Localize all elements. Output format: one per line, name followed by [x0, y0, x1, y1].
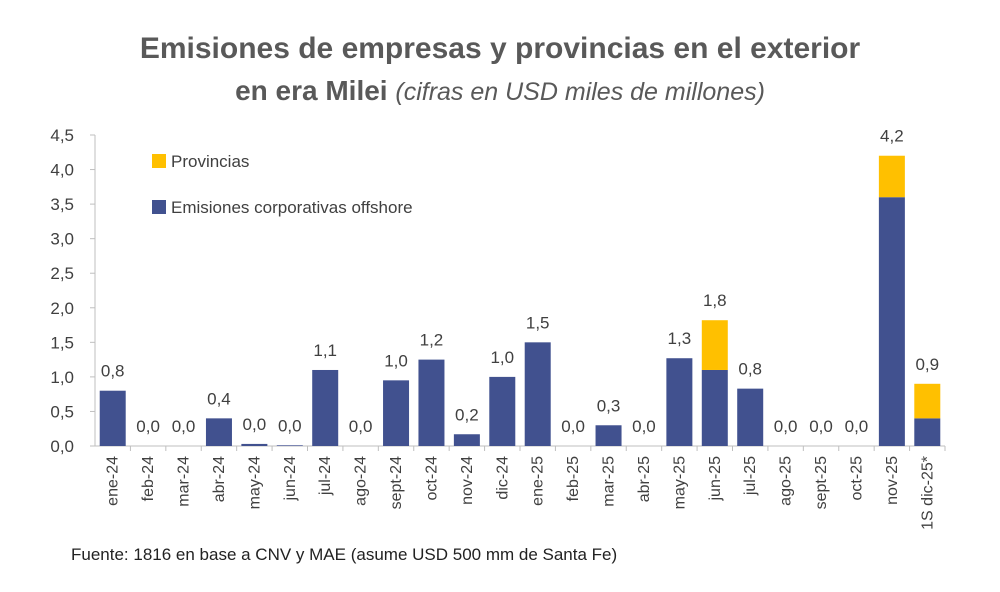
data-label: 0,0: [243, 415, 267, 434]
bar-corporate: [737, 388, 764, 446]
x-tick-label: ago-25: [778, 456, 795, 506]
bar-corporate: [489, 376, 516, 446]
y-tick-label: 2,0: [50, 299, 74, 318]
data-label: 0,8: [738, 360, 762, 379]
data-label: 0,0: [561, 417, 585, 436]
bar-corporate: [383, 380, 410, 446]
subtitle-bold: en era Milei: [235, 75, 388, 106]
bar-corporate: [418, 359, 445, 446]
x-tick-label: jul-25: [742, 456, 759, 496]
x-tick-label: 1S dic-25*: [919, 456, 936, 530]
data-label: 1,1: [313, 341, 337, 360]
data-label: 0,0: [774, 417, 798, 436]
y-tick-label: 2,5: [50, 264, 74, 283]
y-tick-label: 1,0: [50, 368, 74, 387]
legend-swatch: [152, 154, 166, 168]
subtitle-units: (cifras en USD miles de millones): [395, 78, 765, 106]
bar-corporate: [205, 418, 232, 446]
legend-swatch: [152, 200, 166, 214]
data-label: 1,2: [420, 331, 444, 350]
bar-corporate: [878, 197, 905, 446]
legend-label: Emisiones corporativas offshore: [171, 198, 413, 217]
bar-provinces: [878, 155, 905, 198]
x-tick-label: sept-25: [813, 456, 830, 509]
data-label: 0,0: [845, 417, 869, 436]
x-tick-label: mar-25: [601, 456, 618, 507]
x-tick-label: jul-24: [317, 456, 334, 496]
y-tick-label: 0,0: [50, 437, 74, 456]
data-label: 1,3: [668, 329, 692, 348]
data-label: 0,3: [597, 396, 621, 415]
x-tick-label: mar-24: [176, 456, 193, 507]
x-tick-label: may-25: [671, 456, 688, 509]
y-tick-label: 4,5: [50, 126, 74, 145]
y-tick-label: 3,5: [50, 195, 74, 214]
bar-corporate: [914, 418, 941, 446]
data-label: 0,0: [136, 417, 160, 436]
data-label: 0,4: [207, 389, 231, 408]
x-tick-label: nov-24: [459, 456, 476, 505]
x-tick-label: ene-24: [105, 456, 122, 506]
y-tick-label: 0,5: [50, 402, 74, 421]
bar-corporate: [524, 342, 551, 446]
x-tick-label: sept-24: [388, 456, 405, 509]
chart-title: Emisiones de empresas y provincias en el…: [139, 32, 861, 65]
y-tick-label: 1,5: [50, 333, 74, 352]
x-tick-label: oct-24: [423, 456, 440, 501]
data-label: 1,5: [526, 313, 550, 332]
bar-provinces: [914, 383, 941, 419]
x-tick-label: abr-25: [636, 456, 653, 502]
source-note: Fuente: 1816 en base a CNV y MAE (asume …: [71, 545, 618, 564]
data-label: 0,0: [809, 417, 833, 436]
y-tick-label: 4,0: [50, 161, 74, 180]
bar-corporate: [241, 443, 268, 446]
bar-corporate: [453, 434, 480, 446]
x-tick-label: may-24: [246, 456, 263, 509]
x-tick-label: oct-25: [848, 456, 865, 501]
chart-subtitle: en era Milei (cifras en USD miles de mil…: [0, 75, 1000, 107]
x-tick-label: jun-24: [282, 456, 299, 502]
data-label: 4,2: [880, 127, 904, 146]
x-tick-label: feb-24: [140, 456, 157, 501]
data-label: 0,2: [455, 405, 479, 424]
data-label: 0,0: [632, 417, 656, 436]
x-tick-label: jun-25: [707, 456, 724, 502]
bar-corporate: [312, 369, 339, 446]
x-tick-label: feb-25: [565, 456, 582, 501]
x-tick-label: ago-24: [353, 456, 370, 506]
data-label: 1,0: [490, 348, 514, 367]
y-tick-label: 3,0: [50, 230, 74, 249]
legend-label: Provincias: [171, 152, 249, 171]
bar-corporate: [666, 358, 693, 446]
bar-corporate: [595, 425, 622, 446]
x-tick-label: ene-25: [530, 456, 547, 506]
bar-corporate: [99, 390, 126, 446]
data-label: 0,8: [101, 362, 125, 381]
x-tick-label: dic-24: [494, 456, 511, 500]
data-label: 1,8: [703, 291, 727, 310]
x-tick-label: nov-25: [884, 456, 901, 505]
bar-provinces: [701, 320, 728, 370]
data-label: 0,0: [278, 416, 302, 435]
data-label: 0,0: [172, 417, 196, 436]
data-label: 0,9: [915, 355, 939, 374]
bar-corporate: [701, 369, 728, 446]
data-label: 1,0: [384, 351, 408, 370]
bar-corporate: [276, 445, 303, 446]
data-label: 0,0: [349, 417, 373, 436]
x-tick-label: abr-24: [211, 456, 228, 502]
